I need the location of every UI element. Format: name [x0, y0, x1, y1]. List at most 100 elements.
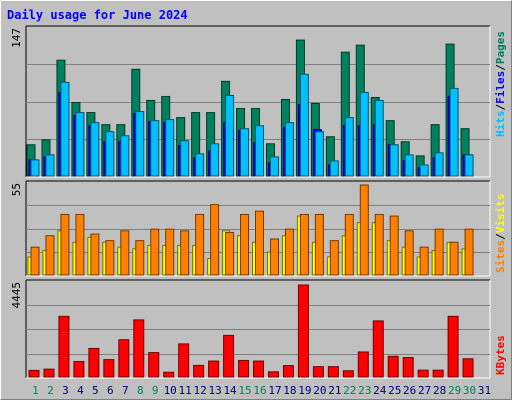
kbytes-bar	[387, 355, 399, 378]
day-label: 28	[433, 384, 446, 397]
kbytes-bar	[163, 371, 175, 378]
day-label: 13	[208, 384, 221, 397]
day-label: 21	[328, 384, 341, 397]
kbytes-bar	[178, 343, 190, 378]
visits-panel-max-label: 55	[10, 183, 23, 196]
pages-bar	[434, 152, 444, 177]
pages-bar	[90, 122, 100, 177]
day-label: 11	[179, 384, 192, 397]
pages-bar	[225, 94, 235, 177]
sites-bar	[195, 213, 205, 276]
hits-panel-legend-item: /	[494, 104, 507, 111]
day-label: 1	[32, 384, 39, 397]
day-label: 17	[268, 384, 281, 397]
day-label: 3	[62, 384, 69, 397]
sites-bar	[464, 228, 474, 276]
day-label: 8	[137, 384, 144, 397]
sites-bar	[90, 233, 100, 276]
kbytes-bar	[88, 347, 100, 378]
kbytes-bar	[447, 315, 459, 378]
day-label: 24	[373, 384, 387, 397]
kbytes-bar	[342, 370, 354, 378]
sites-bar	[359, 184, 369, 276]
pages-bar	[105, 131, 115, 177]
kbytes-bar	[133, 319, 145, 378]
sites-bar	[105, 240, 115, 276]
sites-bar	[30, 246, 40, 276]
kbytes-panel-legend-item: KBytes	[494, 335, 507, 375]
kbytes-bar	[58, 315, 70, 378]
pages-bar	[75, 112, 85, 177]
sites-bar	[150, 228, 160, 276]
pages-bar	[135, 111, 145, 177]
sites-bar	[389, 215, 399, 276]
day-label: 6	[107, 384, 114, 397]
day-label: 9	[152, 384, 159, 397]
day-label: 10	[164, 384, 177, 397]
sites-bar	[284, 228, 294, 276]
kbytes-bar	[148, 352, 160, 378]
sites-bar	[210, 204, 220, 276]
kbytes-bar	[417, 369, 429, 378]
pages-bar	[60, 81, 70, 177]
kbytes-bar	[312, 366, 324, 378]
sites-bar	[120, 230, 130, 276]
pages-bar	[359, 91, 369, 177]
kbytes-bar	[28, 369, 40, 378]
kbytes-bar	[297, 284, 309, 378]
pages-bar	[314, 131, 324, 177]
kbytes-bar	[43, 368, 55, 378]
kbytes-bar	[73, 360, 85, 378]
pages-bar	[180, 140, 190, 177]
sites-bar	[255, 210, 265, 276]
pages-bar	[449, 87, 459, 177]
kbytes-bar	[432, 369, 444, 378]
kbytes-bar	[238, 359, 250, 378]
pages-bar	[165, 119, 175, 177]
hits-panel-legend-item: /	[494, 64, 507, 71]
sites-bar	[225, 231, 235, 276]
day-label: 4	[77, 384, 84, 397]
kbytes-bar	[357, 351, 369, 378]
day-label: 26	[403, 384, 416, 397]
day-label: 25	[388, 384, 401, 397]
kbytes-bar	[327, 366, 339, 378]
kbytes-bar	[462, 358, 474, 378]
sites-bar	[404, 230, 414, 276]
kbytes-bar	[267, 371, 279, 378]
sites-bar	[299, 213, 309, 276]
hits-panel-legend-item: Files	[494, 71, 507, 104]
day-label: 2	[47, 384, 54, 397]
pages-bar	[195, 153, 205, 177]
pages-bar	[150, 120, 160, 177]
day-label: 7	[122, 384, 129, 397]
pages-bar	[120, 135, 130, 177]
day-label: 19	[298, 384, 311, 397]
day-label: 14	[223, 384, 237, 397]
pages-bar	[240, 128, 250, 177]
sites-bar	[329, 240, 339, 276]
pages-bar	[419, 164, 429, 177]
kbytes-panel-legend: KBytes	[494, 335, 507, 375]
kbytes-bar	[372, 320, 384, 378]
pages-bar	[344, 117, 354, 177]
kbytes-bar	[193, 364, 205, 378]
kbytes-bar	[282, 365, 294, 378]
hits-panel-max-label: 147	[10, 28, 23, 48]
hits-panel-legend-item: Pages	[494, 31, 507, 64]
pages-bar	[464, 154, 474, 177]
sites-bar	[45, 235, 55, 276]
pages-bar	[45, 154, 55, 177]
pages-bar	[30, 159, 40, 177]
kbytes-bar	[402, 357, 414, 378]
visits-panel-legend-item: Sites	[494, 240, 507, 273]
sites-bar	[240, 213, 250, 276]
sites-bar	[434, 228, 444, 276]
visits-panel-legend-item: /	[494, 233, 507, 240]
day-label: 12	[194, 384, 207, 397]
sites-bar	[419, 246, 429, 276]
day-label: 29	[448, 384, 461, 397]
kbytes-bar	[223, 334, 235, 378]
